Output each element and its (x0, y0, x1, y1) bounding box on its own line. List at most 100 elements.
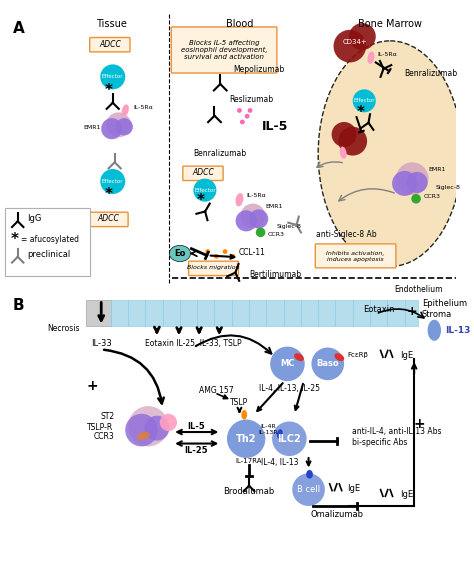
Circle shape (230, 254, 235, 259)
Text: +: + (413, 417, 425, 431)
Text: *: * (197, 193, 205, 208)
Text: ADCC: ADCC (192, 168, 214, 177)
Circle shape (205, 249, 210, 254)
Text: TSLP: TSLP (230, 398, 248, 407)
Circle shape (272, 421, 307, 456)
Text: IL-5: IL-5 (187, 422, 205, 431)
Text: preclinical: preclinical (27, 250, 71, 259)
Text: *: * (11, 232, 19, 247)
Text: IL-5Rα: IL-5Rα (133, 105, 153, 110)
Circle shape (128, 406, 168, 446)
FancyBboxPatch shape (171, 27, 277, 73)
FancyBboxPatch shape (88, 212, 128, 227)
Text: A: A (13, 21, 25, 36)
Text: CCR3: CCR3 (267, 232, 284, 237)
Circle shape (353, 90, 376, 112)
Text: CCR3: CCR3 (424, 194, 441, 199)
Text: IL-17RA: IL-17RA (236, 458, 262, 464)
Text: Blocks IL-5 affecting
eosinophil development,
survival and activation: Blocks IL-5 affecting eosinophil develop… (181, 40, 267, 60)
Text: ILC2: ILC2 (277, 434, 301, 444)
Text: IL-5: IL-5 (262, 120, 288, 134)
Circle shape (214, 254, 219, 259)
Text: IL-5Rα: IL-5Rα (378, 52, 397, 57)
Text: Eotaxin IL-25, IL-33, TSLP: Eotaxin IL-25, IL-33, TSLP (145, 339, 242, 348)
Text: EMR1: EMR1 (428, 168, 446, 172)
Text: Eotaxin: Eotaxin (363, 305, 394, 314)
Text: IL-4, IL-13, IL-25: IL-4, IL-13, IL-25 (259, 384, 320, 394)
Text: *: * (105, 83, 113, 98)
Text: +: + (87, 379, 99, 393)
Text: EMR1: EMR1 (265, 204, 283, 209)
Text: Bertilimumab: Bertilimumab (249, 270, 301, 279)
Text: IL-25: IL-25 (184, 446, 208, 455)
Text: IL-4, IL-13: IL-4, IL-13 (262, 458, 299, 467)
Ellipse shape (169, 245, 191, 262)
Text: +: + (407, 305, 418, 317)
Ellipse shape (318, 41, 462, 266)
Text: MC: MC (280, 360, 295, 368)
Ellipse shape (277, 429, 283, 439)
Circle shape (247, 108, 253, 113)
Circle shape (332, 122, 356, 147)
Circle shape (240, 203, 265, 228)
Text: Effector: Effector (102, 75, 124, 79)
Circle shape (349, 23, 376, 50)
Circle shape (100, 169, 125, 194)
Ellipse shape (306, 470, 313, 479)
Text: EMR1: EMR1 (84, 125, 101, 130)
Ellipse shape (137, 432, 150, 440)
Text: ST2: ST2 (100, 412, 115, 421)
Text: = afucosylated: = afucosylated (20, 235, 79, 243)
Circle shape (116, 118, 133, 135)
Text: Blood: Blood (226, 19, 253, 29)
Bar (111, 299, 418, 327)
Text: Effector: Effector (194, 188, 216, 192)
Text: TSLP-R: TSLP-R (86, 423, 113, 432)
Circle shape (292, 473, 325, 506)
Circle shape (334, 30, 366, 62)
Text: IL-33: IL-33 (91, 339, 111, 348)
Text: Inhibits activation,
induces apoptosis: Inhibits activation, induces apoptosis (327, 251, 385, 262)
Text: Effector: Effector (102, 179, 124, 184)
Text: Bone Marrow: Bone Marrow (358, 19, 422, 29)
Bar (86, 299, 111, 327)
Circle shape (270, 347, 305, 381)
Circle shape (106, 112, 131, 138)
Text: Benralizumab: Benralizumab (193, 149, 246, 158)
Text: IgE: IgE (400, 351, 413, 360)
Circle shape (396, 162, 428, 195)
Text: FcεRβ: FcεRβ (347, 352, 368, 358)
Circle shape (411, 194, 421, 203)
Circle shape (245, 114, 249, 118)
Text: Endothelium: Endothelium (394, 285, 443, 294)
Circle shape (256, 228, 265, 237)
Ellipse shape (367, 51, 374, 64)
Text: *: * (105, 187, 113, 202)
Ellipse shape (340, 146, 346, 159)
Text: CCR3: CCR3 (94, 432, 115, 442)
Circle shape (223, 249, 228, 254)
Circle shape (101, 118, 122, 139)
Circle shape (100, 64, 125, 90)
Text: Baso: Baso (317, 360, 339, 368)
Text: Reslizumab: Reslizumab (229, 95, 273, 105)
Text: Th2: Th2 (236, 434, 256, 444)
Circle shape (237, 108, 242, 113)
Text: B cell: B cell (297, 485, 320, 494)
Ellipse shape (428, 320, 441, 341)
Ellipse shape (294, 353, 304, 361)
Text: AMG 157: AMG 157 (199, 386, 234, 395)
Ellipse shape (335, 353, 344, 361)
Text: Benralizumab: Benralizumab (404, 69, 458, 79)
Text: Siglec-8: Siglec-8 (277, 224, 302, 229)
Circle shape (249, 209, 268, 228)
Text: anti-Siglec-8 Ab: anti-Siglec-8 Ab (316, 230, 377, 239)
FancyBboxPatch shape (189, 261, 238, 276)
Text: Effector: Effector (354, 98, 375, 103)
Text: CCL-11: CCL-11 (238, 248, 265, 257)
Text: IL-5Rα: IL-5Rα (246, 194, 266, 198)
Ellipse shape (122, 105, 129, 117)
Text: Blocks migration: Blocks migration (187, 265, 240, 271)
Text: CD34+: CD34+ (342, 39, 367, 45)
Circle shape (125, 414, 158, 446)
